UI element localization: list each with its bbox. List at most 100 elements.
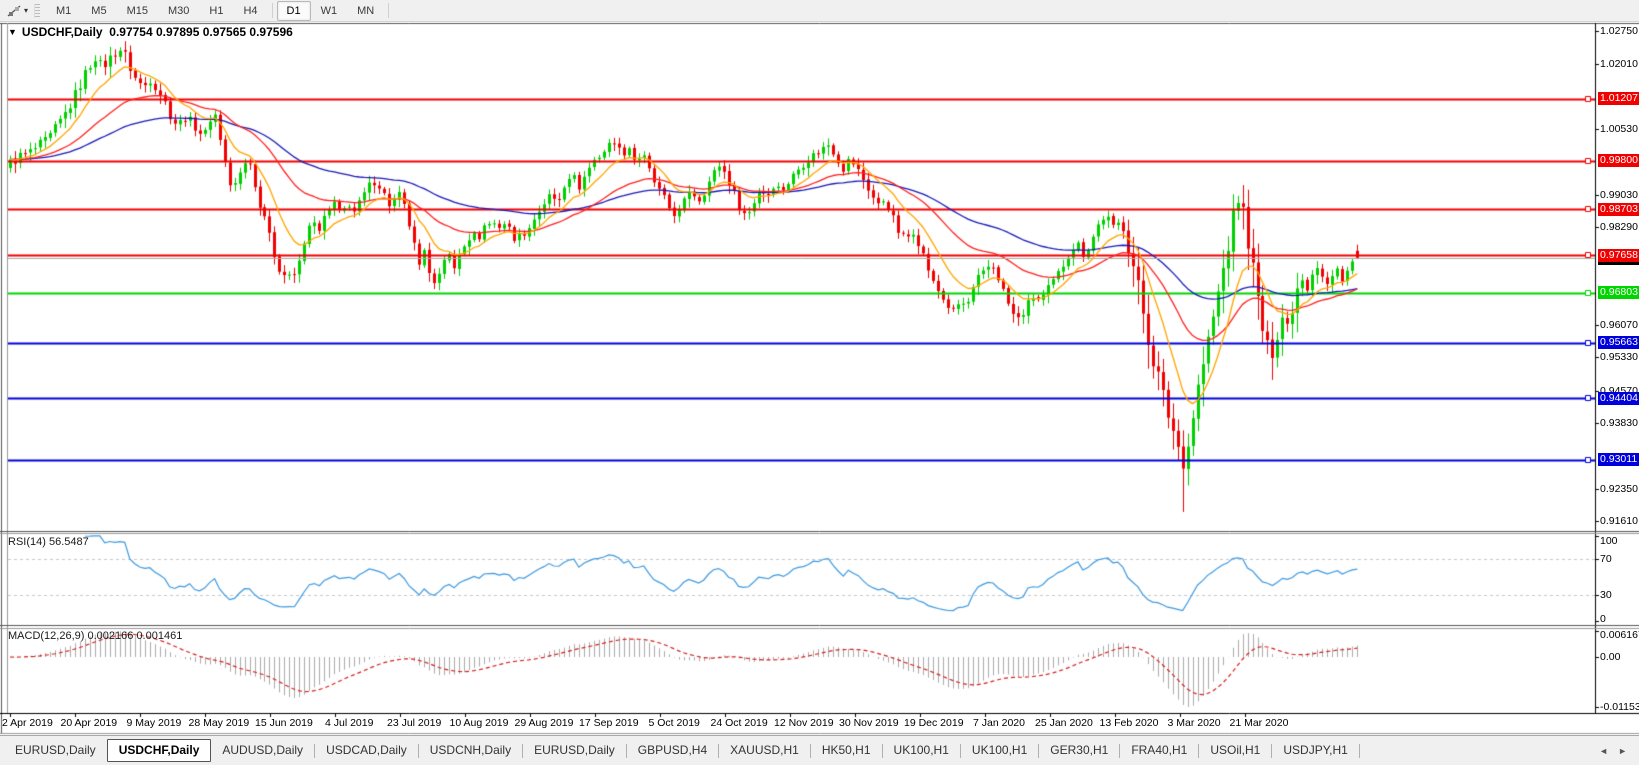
chart-tab-uk100-h1[interactable]: UK100,H1 bbox=[971, 743, 1028, 757]
timeframe-button-d1[interactable]: D1 bbox=[276, 0, 311, 21]
tab-scroll-left-icon[interactable]: ◄ bbox=[1599, 745, 1609, 756]
tab-separator bbox=[625, 743, 627, 758]
timeframe-button-m1[interactable]: M1 bbox=[56, 4, 72, 17]
date-axis-label: 17 Sep 2019 bbox=[579, 717, 639, 729]
date-axis-label: 29 Aug 2019 bbox=[514, 717, 574, 729]
hline-price-label[interactable]: 0.97658 bbox=[1598, 248, 1639, 262]
date-axis-label: 12 Nov 2019 bbox=[774, 717, 834, 729]
hline-price-label[interactable]: 0.98703 bbox=[1598, 202, 1639, 216]
chart-tab-uk100-h1[interactable]: UK100,H1 bbox=[893, 743, 949, 757]
rsi-axis-tick: 100 bbox=[1600, 535, 1618, 547]
chart-tab-xauusd-h1[interactable]: XAUUSD,H1 bbox=[730, 743, 799, 757]
price-axis-tick: 0.93830 bbox=[1600, 417, 1638, 430]
date-axis-label: 3 Mar 2020 bbox=[1167, 717, 1221, 729]
hline-price-label[interactable]: 0.96803 bbox=[1598, 286, 1639, 300]
trendline-icon bbox=[7, 4, 21, 17]
chart-tab-fra40-h1[interactable]: FRA40,H1 bbox=[1131, 743, 1188, 757]
date-axis-label: 5 Oct 2019 bbox=[648, 717, 700, 729]
tab-separator bbox=[959, 743, 961, 758]
date-axis-label: 15 Jun 2019 bbox=[255, 717, 313, 729]
tab-separator bbox=[1198, 743, 1200, 758]
price-axis-tick: 1.02750 bbox=[1600, 25, 1638, 37]
date-axis-label: 7 Jan 2020 bbox=[973, 717, 1025, 729]
macd-signal-value: 0.001461 bbox=[136, 630, 183, 642]
tab-separator bbox=[881, 743, 883, 758]
date-axis-label: 19 Dec 2019 bbox=[904, 717, 964, 729]
date-axis-label: 21 Mar 2020 bbox=[1229, 717, 1289, 729]
tab-scroll-right-icon[interactable]: ► bbox=[1618, 745, 1627, 756]
chevron-down-icon: ▾ bbox=[24, 5, 29, 15]
chart-tab-usdcnh-daily[interactable]: USDCNH,Daily bbox=[429, 743, 512, 757]
date-axis-label: 20 Apr 2019 bbox=[60, 717, 118, 729]
chart-tab-bar: EURUSD,Daily USDCHF,Daily AUDUSD,Daily USDC… bbox=[0, 735, 1639, 765]
toolbar-separator bbox=[388, 3, 390, 18]
price-axis-tick: 0.96070 bbox=[1600, 318, 1638, 331]
chart-tab-ger30-h1[interactable]: GER30,H1 bbox=[1050, 743, 1109, 757]
collapse-icon[interactable]: ▼ bbox=[8, 27, 17, 37]
tab-separator bbox=[1358, 743, 1360, 758]
timeframe-toolbar: ▾ M1 M5 M15 M30 H1 H4 D1 W1 MN bbox=[0, 0, 1639, 22]
chart-tab-eurusd-daily[interactable]: EURUSD,Daily bbox=[534, 743, 615, 757]
tab-separator bbox=[522, 743, 524, 758]
date-axis-label: 9 May 2019 bbox=[126, 717, 182, 729]
chart-tab-usdcad-daily[interactable]: USDCAD,Daily bbox=[326, 743, 407, 757]
macd-label: MACD(12,26,9) 0.002166 0.001461 bbox=[8, 630, 183, 642]
hline-price-label[interactable]: 0.99800 bbox=[1598, 154, 1639, 168]
macd-axis-tick: 0.006167 bbox=[1600, 629, 1639, 641]
price-axis-tick: 0.98290 bbox=[1600, 221, 1638, 234]
timeframe-button-w1[interactable]: W1 bbox=[320, 4, 338, 17]
tab-separator bbox=[1271, 743, 1273, 758]
hline-price-label[interactable]: 0.95663 bbox=[1598, 336, 1639, 350]
toolbar-separator bbox=[271, 3, 273, 18]
timeframe-button-mn[interactable]: MN bbox=[357, 4, 375, 17]
trendline-indicator-icon[interactable]: ▾ bbox=[0, 0, 32, 21]
chart-ohlc-values: 0.97754 0.97895 0.97565 0.97596 bbox=[109, 25, 293, 39]
price-axis-tick: 0.91610 bbox=[1600, 515, 1638, 528]
date-axis-label: 25 Jan 2020 bbox=[1035, 717, 1093, 729]
date-axis-label: 24 Oct 2019 bbox=[710, 717, 768, 729]
date-axis-label: 13 Feb 2020 bbox=[1099, 717, 1159, 729]
date-axis-label: 4 Jul 2019 bbox=[325, 717, 374, 729]
chart-tab-audusd-daily[interactable]: AUDUSD,Daily bbox=[222, 743, 304, 757]
rsi-axis-tick: 0 bbox=[1600, 613, 1606, 625]
price-axis-tick: 0.95330 bbox=[1600, 351, 1638, 364]
timeframe-button-m30[interactable]: M30 bbox=[167, 4, 190, 17]
date-axis-label: 30 Nov 2019 bbox=[839, 717, 899, 729]
chart-tab-hk50-h1[interactable]: HK50,H1 bbox=[821, 743, 871, 757]
timeframe-button-m5[interactable]: M5 bbox=[91, 4, 107, 17]
macd-main-value: 0.002166 bbox=[87, 630, 134, 642]
chart-title: ▼ USDCHF,Daily 0.97754 0.97895 0.97565 0.… bbox=[8, 25, 293, 39]
date-axis-label: 2 Apr 2019 bbox=[2, 717, 53, 729]
tab-separator bbox=[718, 743, 720, 758]
rsi-current-value: 56.5487 bbox=[48, 536, 89, 548]
price-axis-tick: 0.92350 bbox=[1600, 482, 1638, 495]
chart-tab-usdchf-daily[interactable]: USDCHF,Daily bbox=[106, 739, 212, 762]
rsi-label: RSI(14) 56.5487 bbox=[8, 536, 89, 548]
date-axis-label: 23 Jul 2019 bbox=[387, 717, 442, 729]
hline-price-label[interactable]: 1.01207 bbox=[1598, 92, 1639, 106]
timeframe-button-h1[interactable]: H1 bbox=[209, 4, 224, 17]
toolbar-drag-handle[interactable] bbox=[34, 3, 41, 18]
macd-axis-tick: -0.011531 bbox=[1600, 701, 1639, 713]
hline-price-label[interactable]: 0.93011 bbox=[1598, 453, 1639, 467]
price-axis-tick: 0.99030 bbox=[1600, 188, 1638, 201]
chart-tab-gbpusd-h4[interactable]: GBPUSD,H4 bbox=[637, 743, 708, 757]
macd-axis-tick: 0.00 bbox=[1600, 651, 1621, 663]
tab-separator bbox=[314, 743, 316, 758]
date-axis-label: 28 May 2019 bbox=[188, 717, 250, 729]
chart-tab-usdjpy-h1[interactable]: USDJPY,H1 bbox=[1283, 743, 1348, 757]
date-axis-label: 10 Aug 2019 bbox=[449, 717, 509, 729]
timeframe-button-m15[interactable]: M15 bbox=[126, 4, 148, 17]
tab-separator bbox=[417, 743, 419, 758]
chart-symbol: USDCHF,Daily bbox=[21, 25, 103, 39]
chart-tab-usoil-h1[interactable]: USOil,H1 bbox=[1210, 743, 1261, 757]
rsi-axis-tick: 30 bbox=[1600, 589, 1612, 601]
tab-separator bbox=[1119, 743, 1121, 758]
timeframe-button-h4[interactable]: H4 bbox=[243, 4, 258, 17]
price-axis-tick: 1.02010 bbox=[1600, 57, 1638, 70]
rsi-axis-tick: 70 bbox=[1600, 553, 1612, 565]
chart-tab-eurusd-daily[interactable]: EURUSD,Daily bbox=[15, 743, 96, 757]
hline-price-label[interactable]: 0.94404 bbox=[1598, 391, 1639, 405]
